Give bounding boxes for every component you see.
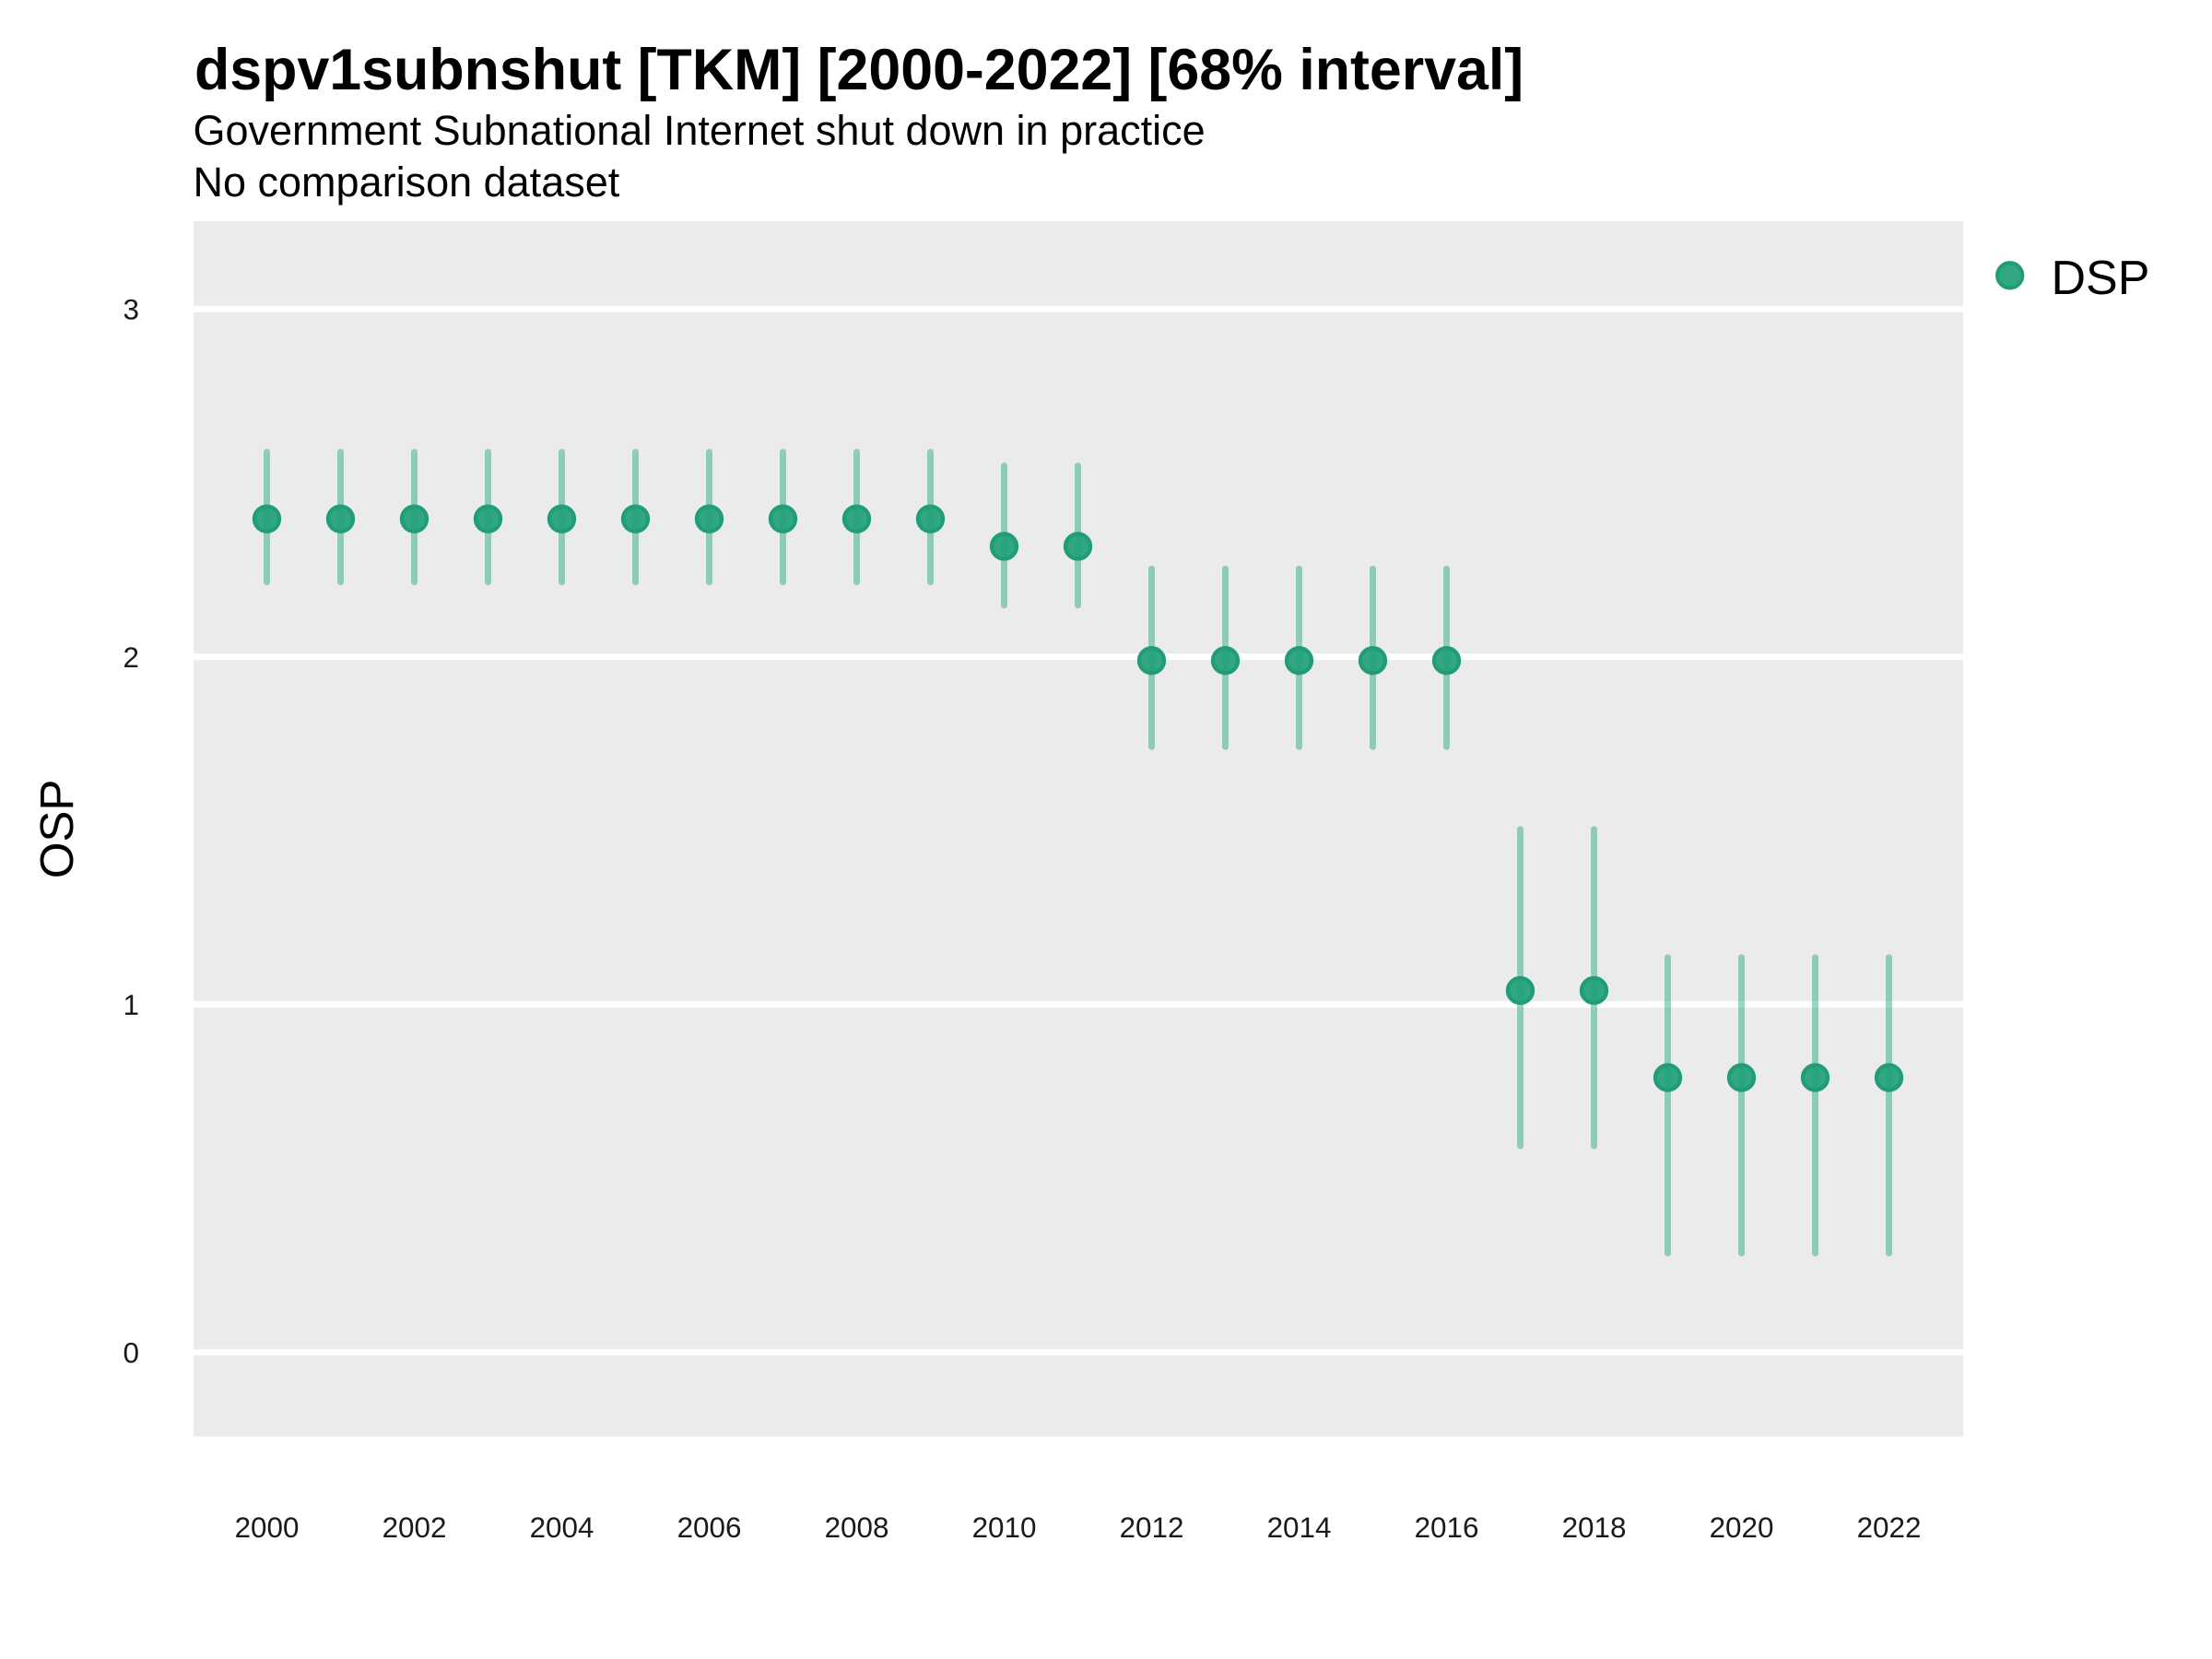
svg-text:2: 2 [124,641,139,674]
svg-text:2010: 2010 [972,1512,1037,1544]
svg-text:3: 3 [124,294,139,326]
svg-text:1: 1 [124,989,139,1021]
svg-text:2020: 2020 [1710,1512,1774,1544]
svg-text:2014: 2014 [1267,1512,1332,1544]
svg-text:2022: 2022 [1857,1512,1922,1544]
svg-text:2018: 2018 [1562,1512,1627,1544]
svg-text:2016: 2016 [1415,1512,1479,1544]
svg-text:dspv1subnshut [TKM] [2000-2022: dspv1subnshut [TKM] [2000-2022] [68% int… [194,38,1524,102]
svg-text:2008: 2008 [825,1512,889,1544]
svg-text:2000: 2000 [235,1512,300,1544]
svg-text:2012: 2012 [1120,1512,1184,1544]
svg-text:OSP: OSP [30,780,83,879]
svg-text:2004: 2004 [530,1512,594,1544]
svg-text:No comparison dataset: No comparison dataset [194,159,620,206]
svg-text:DSP: DSP [2052,252,2150,305]
svg-text:2002: 2002 [382,1512,447,1544]
svg-text:Government Subnational Interne: Government Subnational Internet shut dow… [194,107,1206,154]
svg-text:2006: 2006 [677,1512,742,1544]
svg-text:0: 0 [124,1336,139,1369]
